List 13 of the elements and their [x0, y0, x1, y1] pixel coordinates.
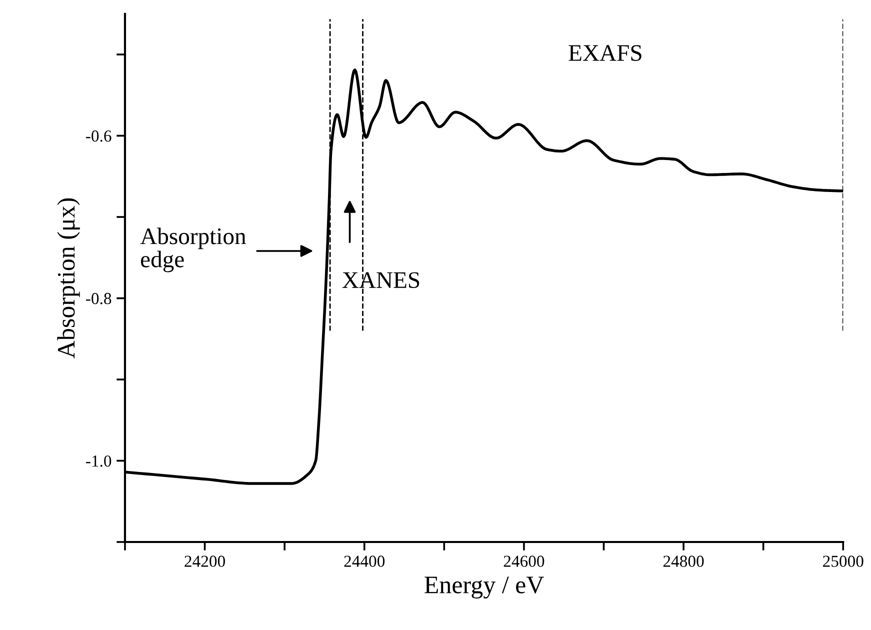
x-tick-label: 24600: [504, 556, 544, 567]
x-tick-label: 25000: [823, 556, 864, 567]
y-tick-label: -0.6: [86, 130, 112, 142]
annotation: EXAFS: [568, 45, 642, 61]
x-tick-label: 24400: [344, 556, 385, 567]
annotation: Absorption edge: [140, 228, 246, 272]
y-axis-title: Absorption (μx): [57, 198, 80, 358]
y-tick-label: -0.8: [86, 292, 112, 304]
x-tick-label: 24800: [663, 556, 704, 567]
x-tick-label: 24200: [184, 556, 225, 567]
annotation: XANES: [342, 272, 420, 288]
y-tick-label: -1.0: [86, 455, 112, 467]
x-axis-title: Energy / eV: [424, 576, 544, 599]
